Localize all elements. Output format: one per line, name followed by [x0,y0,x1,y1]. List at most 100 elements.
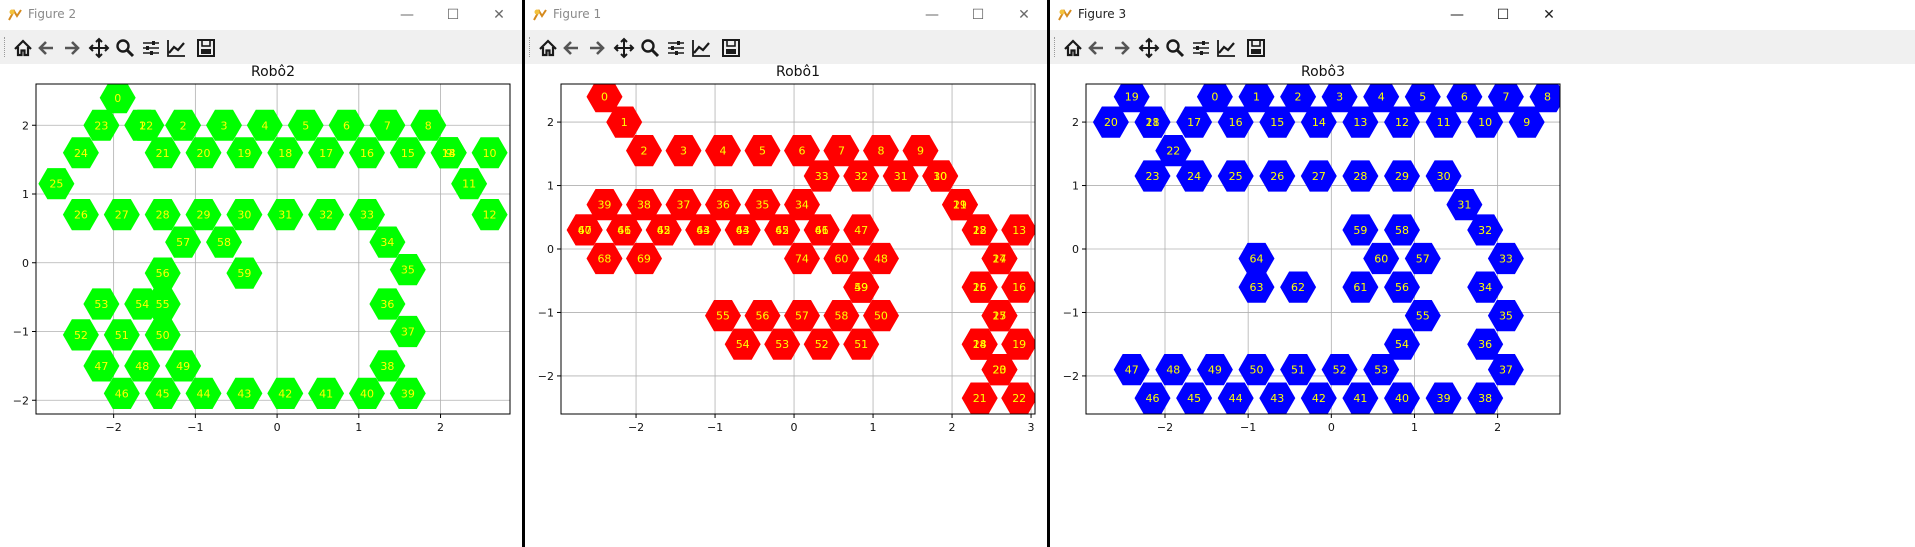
home-button[interactable] [10,35,36,61]
point-label: 27 [1312,170,1326,183]
window-divider [1047,0,1049,547]
x-tick-label: 3 [1028,421,1035,434]
save-button[interactable] [193,35,219,61]
hexagon-marker [62,199,99,231]
back-button[interactable] [1084,35,1110,61]
save-icon [197,39,215,57]
hexagon-marker [1001,271,1035,303]
point-label: 11 [1437,116,1451,129]
save-button[interactable] [1243,35,1269,61]
point-label: 26 [1270,170,1284,183]
hexagon-marker [1300,160,1337,192]
home-icon [1064,39,1082,57]
point-label: 9 [1523,116,1530,129]
point-label: 37 [676,199,690,212]
hexagon-marker [267,377,304,409]
point-label: 20 [992,364,1006,377]
pan-button[interactable] [1136,35,1162,61]
point-label: 43 [237,387,251,400]
close-button[interactable]: ✕ [1543,7,1555,23]
point-label: 2 [180,119,187,132]
point-label: 61 [1353,281,1367,294]
edit-axis-button[interactable] [1213,35,1239,61]
point-label: 19 [1125,91,1139,104]
hexagon-marker [246,109,283,141]
hexagon-marker [1155,354,1192,386]
home-button[interactable] [1060,35,1086,61]
point-label: 57 [176,236,190,249]
point-label: 3 [220,119,227,132]
hexagon-marker [1321,354,1358,386]
hexagon-marker [226,377,263,409]
toolbar-grip-icon [1054,37,1058,57]
pan-button[interactable] [86,35,112,61]
zoom-button[interactable] [112,35,138,61]
point-label: 56 [755,310,769,323]
axes-frame [35,83,511,415]
save-button[interactable] [718,35,744,61]
configure-subplots-button[interactable] [1188,35,1214,61]
maximize-button[interactable]: ☐ [971,7,985,23]
zoom-button[interactable] [1162,35,1188,61]
home-button[interactable] [535,35,561,61]
hexagon-marker [165,350,202,382]
point-label: 39 [1437,392,1451,405]
close-button[interactable]: ✕ [493,7,505,23]
hexagon-marker [803,328,840,360]
point-label: 43 [1270,392,1284,405]
point-label: 17 [319,147,333,160]
point-label: 6 [1461,91,1468,104]
back-button[interactable] [34,35,60,61]
minimize-button[interactable]: — [400,7,414,23]
plot-area: Robô2 0 1 2 3 4 5 6 7 8 9 10 11 12 13 14 15 16 17 18 19 20 21 2… [0,64,522,547]
hexagon-marker [764,214,801,246]
zoom-button[interactable] [637,35,663,61]
hexagon-marker [685,214,722,246]
close-button[interactable]: ✕ [1018,7,1030,23]
hexagon-marker [863,300,899,332]
edit-axis-button[interactable] [163,35,189,61]
hexagon-marker [369,226,406,258]
maximize-button[interactable]: ☐ [1496,7,1510,23]
y-tick-label: 2 [547,116,554,129]
hexagon-marker [328,109,365,141]
point-label: 14 [442,147,456,160]
point-label: 41 [617,224,631,237]
point-label: 33 [360,209,374,222]
y-tick-label: −1 [538,306,554,319]
hexagon-marker [744,135,781,167]
pan-button[interactable] [611,35,637,61]
point-label: 51 [115,329,129,342]
point-label: 40 [578,224,592,237]
forward-button[interactable] [1108,35,1134,61]
configure-subplots-button[interactable] [663,35,689,61]
point-label: 20 [197,147,211,160]
configure-subplots-button[interactable] [138,35,164,61]
hexagon-marker [705,135,741,167]
point-label: 16 [360,147,374,160]
hexagon-marker [1404,84,1441,113]
forward-button[interactable] [58,35,84,61]
hexagon-marker [981,354,1018,386]
point-label: 21 [156,147,170,160]
point-label: 13 [1012,224,1026,237]
back-button[interactable] [559,35,585,61]
point-label: 3 [1336,91,1343,104]
point-label: 28 [1353,170,1367,183]
maximize-button[interactable]: ☐ [446,7,460,23]
point-label: 63 [1249,281,1263,294]
hexagon-marker [1134,160,1171,192]
point-label: 8 [1544,91,1551,104]
hexagon-marker [1404,242,1441,275]
minimize-button[interactable]: — [1450,7,1464,23]
edit-axis-button[interactable] [688,35,714,61]
hexagon-marker [83,288,120,320]
hexagon-marker [1487,84,1524,113]
y-tick-label: 2 [22,119,29,132]
pan-icon [1138,37,1160,59]
forward-button[interactable] [583,35,609,61]
minimize-button[interactable]: — [925,7,939,23]
point-label: 16 [1229,116,1243,129]
hexagon-marker [1508,106,1545,138]
